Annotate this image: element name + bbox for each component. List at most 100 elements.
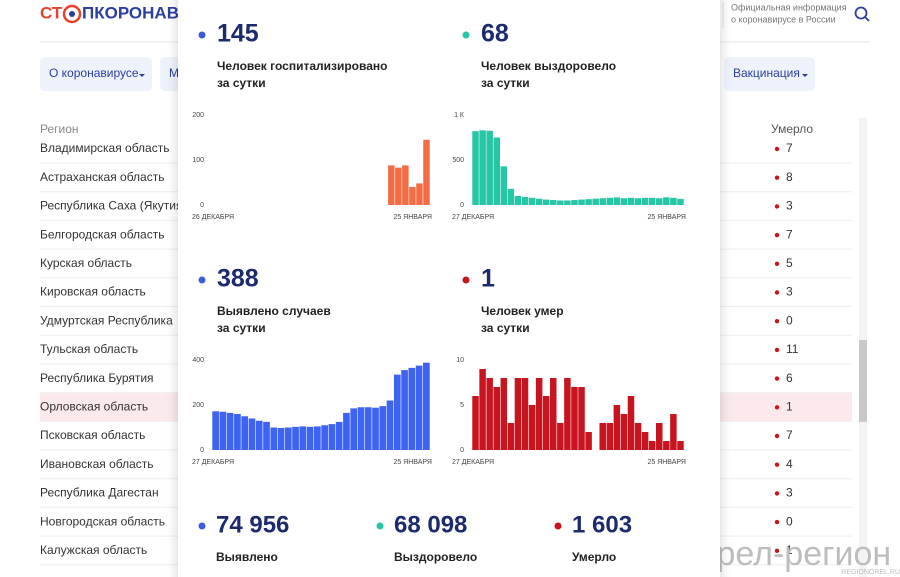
death-dot [774,405,780,410]
death-count: 11 [786,342,799,356]
bar [226,412,234,450]
nav-label: Вакцинация [733,66,800,80]
bar [613,405,621,450]
region-name: Кировская область [40,285,146,299]
bar [528,197,536,205]
death-dot [774,433,780,439]
bar [500,378,508,450]
bar [670,197,677,205]
search-handle [864,16,870,22]
bar [395,167,402,205]
y-tick-label: 500 [452,157,464,164]
bar [656,423,663,450]
death-dot [774,347,780,353]
bar [585,199,592,205]
total-label: Выявлено [216,550,278,564]
bar [408,367,416,450]
stat-label: Человек выздоровело [481,59,616,73]
y-tick-label: 0 [200,202,204,209]
nav-label: О коронавирусе [49,66,139,80]
bar [493,137,500,205]
bar [535,378,543,450]
bar [335,421,343,450]
y-tick-label: 0 [460,447,464,454]
total-label: Умерло [572,550,616,564]
bar [479,130,486,205]
region-name: Республика Бурятия [40,371,154,385]
death-count: 3 [786,199,793,213]
stat-dot [462,31,470,39]
y-tick-label: 0 [460,202,464,209]
death-count: 1 [786,543,793,557]
stat-label: Человек умер [481,304,564,318]
bar [357,407,365,450]
bar [472,131,479,205]
bar [528,405,536,450]
nav-caret [139,74,145,77]
bar [409,187,416,205]
logo-text: ПКОРОНАВИ [82,3,191,22]
death-count: 6 [786,371,793,385]
death-dot [774,261,780,266]
bar [648,197,656,205]
stat-label: за сутки [217,321,266,335]
scroll-thumb[interactable] [859,340,867,422]
death-dot [774,319,780,324]
region-name: Калужская область [40,543,147,557]
region-name: Ивановская область [40,457,154,471]
stat-label: за сутки [217,76,266,90]
nav-button[interactable]: Вакцинация [724,57,815,91]
bar [500,166,508,205]
x-tick-label: 25 ЯНВАРЯ [647,459,686,466]
search-icon[interactable] [854,6,870,22]
x-tick-label: 27 ДЕКАБРЯ [452,214,494,221]
bar [486,130,493,205]
stat-dot [198,31,206,39]
death-count: 8 [786,170,793,184]
bar [212,411,219,450]
y-tick-label: 400 [192,357,204,364]
stat-value: 68 [481,20,509,48]
bar [634,198,642,205]
bar [284,427,292,450]
death-count: 3 [786,486,793,500]
info-text: Официальная информация [731,2,847,12]
y-tick-label: 10 [456,357,464,364]
bar [314,426,321,450]
bar [557,423,564,450]
stat-value: 1 [481,265,495,293]
nav-label: М [169,66,179,80]
bar [620,414,628,450]
logo-text: СТ [40,3,63,22]
bar [255,420,263,450]
y-tick-label: 1 К [454,112,465,119]
bar [571,200,578,205]
bar [388,165,395,205]
bar [514,196,522,205]
stat-label: за сутки [481,76,530,90]
bar [634,423,642,450]
bar [507,188,515,205]
region-name: Белгородская область [40,227,164,241]
logo-icon-core [69,11,75,17]
death-count: 1 [786,399,793,413]
death-dot [774,376,780,381]
bar [372,407,379,450]
bar [677,198,684,205]
bar [343,412,350,450]
logo-icon [62,4,82,24]
bar [656,198,663,205]
bar [606,197,614,205]
total-value: 74 956 [216,511,289,538]
bar [542,199,550,205]
nav-button[interactable]: О коронавирусе [40,57,152,91]
bar [535,198,543,205]
death-dot [774,232,780,238]
bar [234,414,241,450]
x-tick-label: 25 ЯНВАРЯ [393,214,432,221]
region-name: Республика Саха (Якутия) [40,199,186,213]
death-count: 0 [786,313,793,327]
total-label: Выздоровело [394,550,477,564]
total-dot [554,522,562,530]
death-dot [774,548,780,553]
